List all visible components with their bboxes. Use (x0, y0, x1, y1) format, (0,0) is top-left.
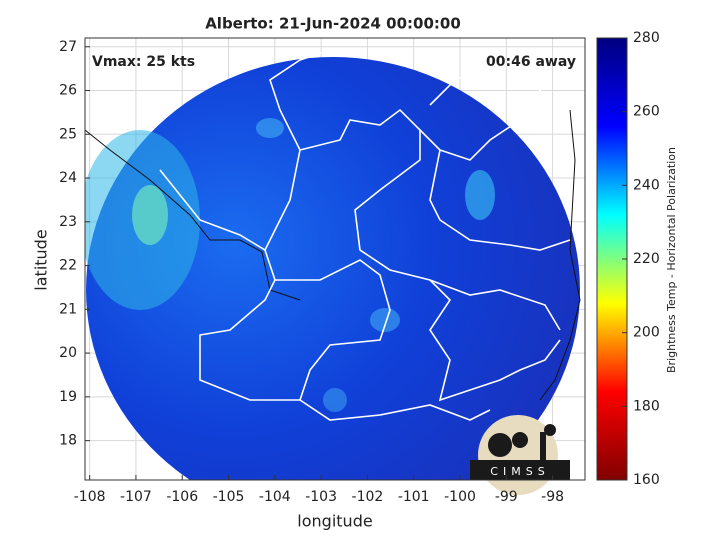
y-tick-label: 21 (59, 301, 77, 317)
chart-title: Alberto: 21-Jun-2024 00:00:00 (205, 15, 461, 33)
colorbar-tick-label: 180 (633, 398, 660, 414)
x-tick-label: -103 (305, 489, 337, 505)
x-tick-label: -107 (120, 489, 152, 505)
annotation: 00:46 away (486, 54, 576, 70)
y-tick-label: 27 (59, 39, 77, 55)
y-tick-label: 25 (59, 126, 77, 142)
x-tick-label: -108 (74, 489, 106, 505)
colorbar-tick-label: 240 (633, 177, 660, 193)
imagery (85, 49, 581, 480)
colorbar-tick-label: 220 (633, 251, 660, 267)
colorbar-tick-label: 200 (633, 325, 660, 341)
y-tick-label: 22 (59, 258, 77, 274)
x-tick-label: -99 (495, 489, 518, 505)
x-axis-label: longitude (297, 512, 372, 531)
y-tick-label: 24 (59, 170, 77, 186)
y-tick-label: 18 (59, 433, 77, 449)
y-tick-label: 20 (59, 345, 77, 361)
x-tick-label: -98 (541, 489, 564, 505)
logo-text: CIMSS (490, 465, 549, 478)
colorbar-tick-label: 280 (633, 30, 660, 46)
colorbar-tick-label: 160 (633, 472, 660, 488)
y-tick-label: 19 (59, 389, 77, 405)
x-tick-label: -106 (166, 489, 198, 505)
annotation: Vmax: 25 kts (92, 54, 195, 70)
y-tick-label: 26 (59, 83, 77, 99)
x-tick-label: -105 (213, 489, 245, 505)
plot-frame (84, 37, 586, 481)
y-tick-label: 23 (59, 214, 77, 230)
colorbar-label: Brightness Temp - Horizontal Polarizatio… (665, 147, 678, 373)
colorbar-tick-label: 260 (633, 104, 660, 120)
x-tick-label: -102 (352, 489, 384, 505)
y-axis-label: latitude (32, 229, 51, 290)
x-tick-label: -100 (444, 489, 476, 505)
cimss-logo: CIMSS (470, 415, 570, 495)
x-tick-label: -104 (259, 489, 291, 505)
x-tick-label: -101 (398, 489, 430, 505)
